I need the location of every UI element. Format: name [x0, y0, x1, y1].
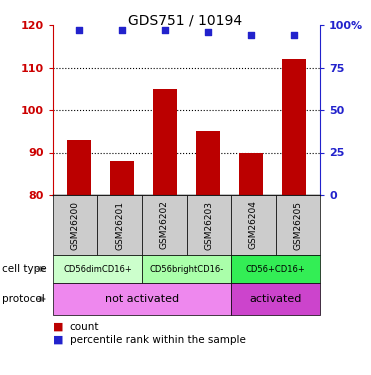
Text: ■: ■ — [53, 322, 63, 332]
Text: protocol: protocol — [2, 294, 45, 304]
Point — [162, 27, 168, 33]
Point — [291, 32, 297, 38]
Text: GSM26203: GSM26203 — [204, 201, 213, 249]
Bar — [239, 153, 263, 195]
Text: GSM26200: GSM26200 — [71, 201, 80, 249]
Text: GDS751 / 10194: GDS751 / 10194 — [128, 14, 243, 28]
Text: not activated: not activated — [105, 294, 179, 304]
Bar — [282, 59, 306, 195]
Bar — [67, 140, 91, 195]
Text: GSM26201: GSM26201 — [115, 201, 124, 249]
Text: CD56brightCD16-: CD56brightCD16- — [150, 264, 224, 273]
Text: count: count — [70, 322, 99, 332]
Text: activated: activated — [249, 294, 302, 304]
Text: ■: ■ — [53, 335, 63, 345]
Point — [76, 27, 82, 33]
Bar — [153, 89, 177, 195]
Text: CD56+CD16+: CD56+CD16+ — [246, 264, 305, 273]
Point — [248, 32, 254, 38]
Point — [119, 27, 125, 33]
Text: percentile rank within the sample: percentile rank within the sample — [70, 335, 246, 345]
Text: CD56dimCD16+: CD56dimCD16+ — [63, 264, 132, 273]
Text: cell type: cell type — [2, 264, 46, 274]
Bar — [110, 161, 134, 195]
Point — [205, 29, 211, 35]
Text: GSM26202: GSM26202 — [160, 201, 169, 249]
Text: GSM26205: GSM26205 — [293, 201, 302, 249]
Text: GSM26204: GSM26204 — [249, 201, 258, 249]
Bar — [196, 131, 220, 195]
